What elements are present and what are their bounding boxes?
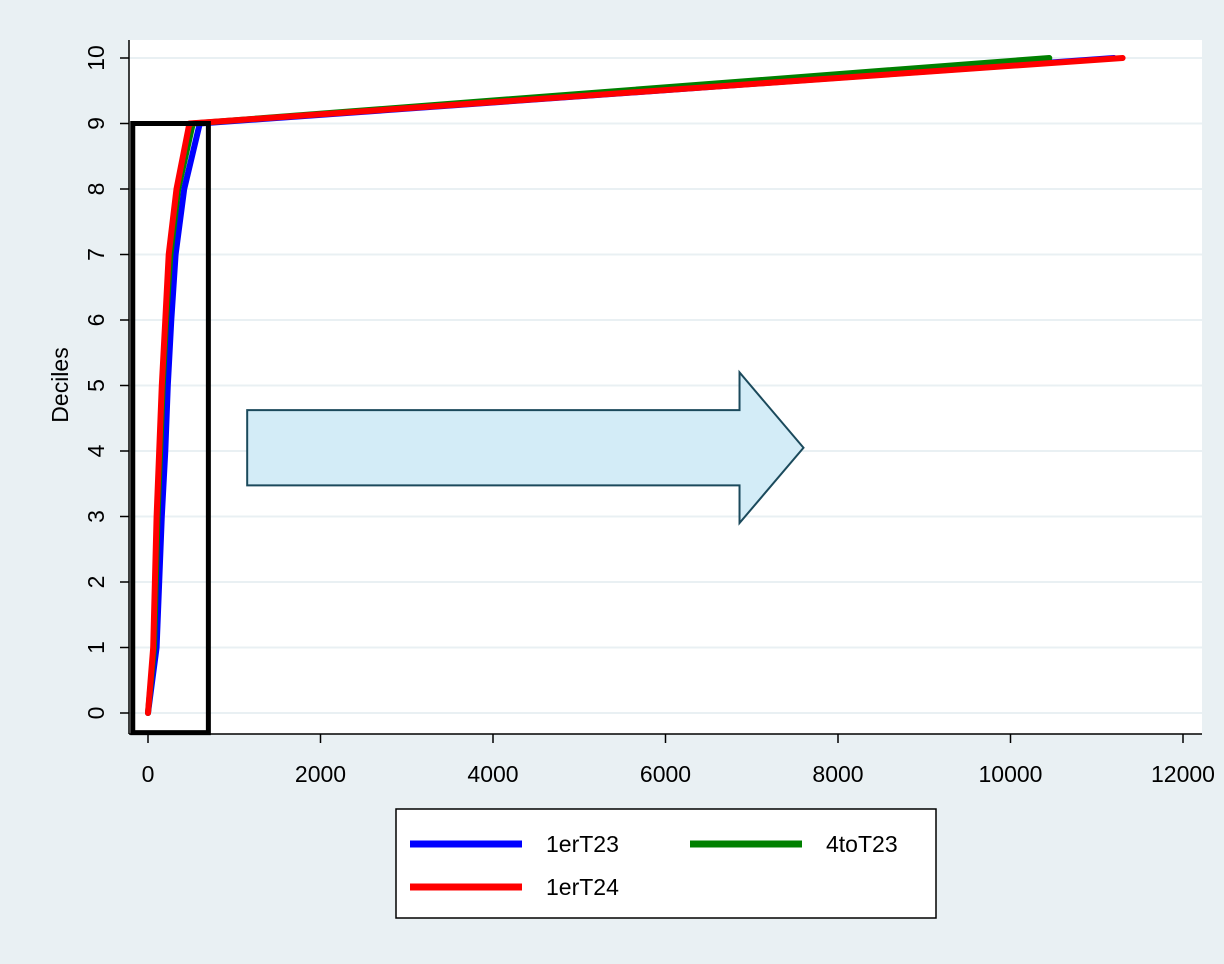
highlight-box-annotation <box>130 121 211 736</box>
y-tick-label-5: 5 <box>83 379 109 392</box>
axes-layer: 0 1 2 3 4 5 6 7 8 9 10 0 2000 4000 6000 8000 10000 12000 <box>83 40 1215 787</box>
x-tick-label-10000: 10000 <box>979 761 1043 787</box>
y-axis-title: Deciles <box>47 347 73 422</box>
y-tick-label-1: 1 <box>83 641 109 654</box>
x-tick-label-2000: 2000 <box>295 761 346 787</box>
y-tick-label-9: 9 <box>83 117 109 130</box>
x-tick-label-8000: 8000 <box>812 761 863 787</box>
legend-label-1erT24: 1erT24 <box>546 874 619 900</box>
annotation-layer <box>246 369 805 526</box>
x-tick-label-4000: 4000 <box>467 761 518 787</box>
series-layer <box>130 55 1126 736</box>
y-tick-label-6: 6 <box>83 314 109 327</box>
y-tick-label-7: 7 <box>83 248 109 261</box>
legend-box <box>395 808 937 919</box>
series-line-1erT24 <box>145 55 1126 716</box>
plot-area <box>129 40 1202 734</box>
legend-label-4toT23: 4toT23 <box>826 831 898 857</box>
legend: 1erT23 4toT23 1erT24 <box>395 808 937 919</box>
y-tick-label-8: 8 <box>83 183 109 196</box>
y-tick-label-2: 2 <box>83 576 109 589</box>
x-tick-label-12000: 12000 <box>1151 761 1215 787</box>
y-tick-label-3: 3 <box>83 510 109 523</box>
right-arrow-annotation <box>246 369 805 526</box>
y-tick-label-10: 10 <box>83 45 109 71</box>
y-tick-label-4: 4 <box>83 444 109 457</box>
legend-label-1erT23: 1erT23 <box>546 831 619 857</box>
legend-items: 1erT23 4toT23 1erT24 <box>410 831 898 900</box>
series-line-1erT23 <box>145 55 1117 716</box>
x-tick-label-0: 0 <box>142 761 155 787</box>
x-tick-label-6000: 6000 <box>640 761 691 787</box>
y-tick-label-0: 0 <box>83 707 109 720</box>
